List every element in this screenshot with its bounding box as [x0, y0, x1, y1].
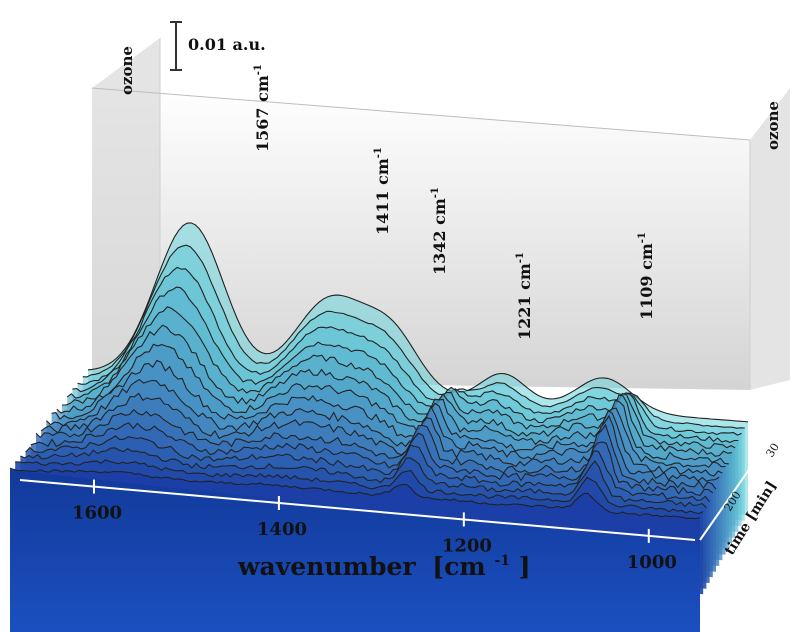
spectrum-line — [72, 286, 739, 443]
peak-label: 1342 cm-1 — [430, 187, 449, 275]
spectrum-line — [51, 359, 726, 468]
time-axis-line — [699, 417, 786, 541]
x-axis-line — [19, 479, 696, 541]
scale-bar-label: 0.01 a.u. — [188, 35, 266, 54]
x-axis-title: wavenumber [cm -1 ] — [237, 542, 531, 581]
x-tick-label: 1600 — [72, 503, 122, 524]
peak-label: 1567 cm-1 — [253, 64, 272, 152]
spectrum-line — [40, 392, 720, 482]
back-wall — [92, 88, 750, 390]
x-tick-label: 1000 — [627, 552, 677, 573]
spectrum-line — [15, 459, 704, 515]
peak-label: 1109 cm-1 — [637, 232, 656, 320]
spectrum-line — [61, 324, 733, 457]
ozone-label-right: ozone — [764, 101, 782, 150]
scale-bar: 0.01 a.u. — [170, 21, 266, 71]
x-tick-label: 1200 — [442, 535, 492, 556]
right-wall — [750, 88, 790, 390]
ozone-label-left: ozone — [118, 46, 136, 95]
spectrum-line — [9, 467, 701, 520]
peak-label: 1411 cm-1 — [373, 147, 392, 235]
spectrum-line — [35, 409, 717, 490]
spectrum-line — [30, 422, 714, 497]
x-tick-label: 1400 — [257, 519, 307, 540]
peak-label: 1221 cm-1 — [515, 252, 534, 340]
spectrum-line — [25, 435, 711, 503]
spectrum-line — [46, 378, 723, 477]
x-axis-unit-sup: -1 — [494, 553, 510, 569]
x-axis-unit-close: ] — [519, 552, 531, 581]
spectrum-line — [66, 306, 736, 449]
time-tick-30: 30 — [764, 441, 782, 460]
x-axis-label: wavenumber — [237, 552, 416, 581]
spectrum-line — [20, 447, 707, 509]
peak-labels-group: 1567 cm-1 1411 cm-1 1342 cm-1 1221 cm-1 1109… — [253, 64, 656, 340]
spectrum-line — [56, 343, 729, 465]
x-axis-unit: [cm — [432, 552, 486, 581]
x-ticks-group: 1600 1400 1200 1000 — [72, 479, 677, 573]
floor-front-face — [10, 470, 700, 632]
left-wall — [92, 38, 160, 390]
spectrum-line — [82, 244, 745, 429]
